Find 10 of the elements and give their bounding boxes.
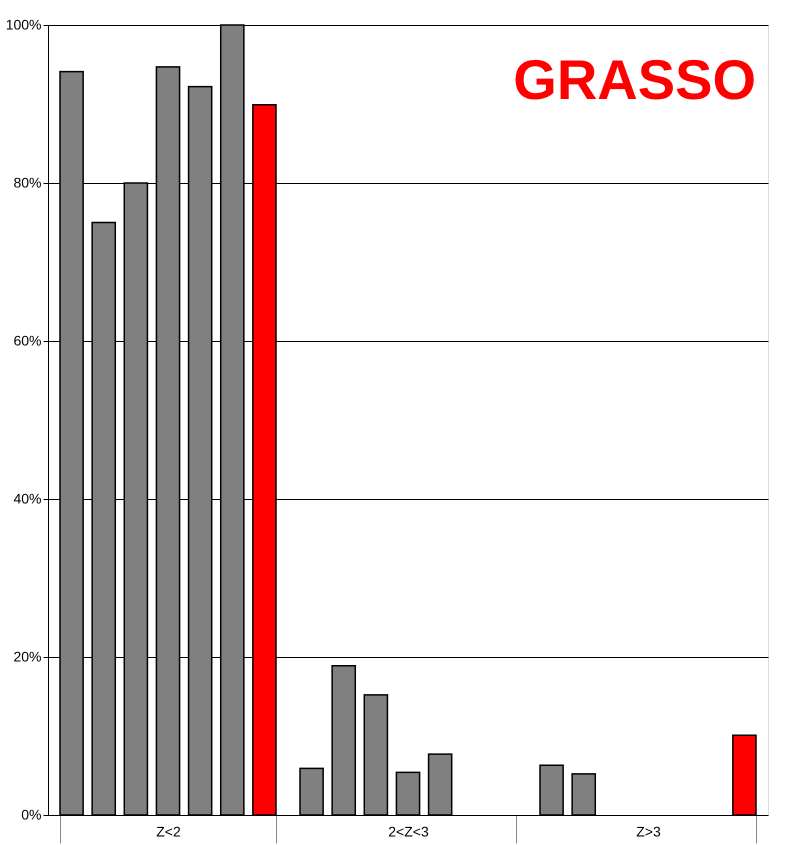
x-tick-label: Z>3 — [636, 824, 661, 840]
chart-title: GRASSO — [513, 48, 756, 111]
y-tick-label: 20% — [13, 648, 42, 664]
y-tick-label: 0% — [21, 806, 42, 822]
y-tick-label: 100% — [6, 16, 42, 32]
y-tick-label: 60% — [13, 332, 42, 348]
y-tick-label: 80% — [13, 174, 42, 190]
x-tick-label: 2<Z<3 — [388, 824, 429, 840]
x-tick-label: Z<2 — [156, 824, 181, 840]
y-tick-label: 40% — [13, 490, 42, 506]
